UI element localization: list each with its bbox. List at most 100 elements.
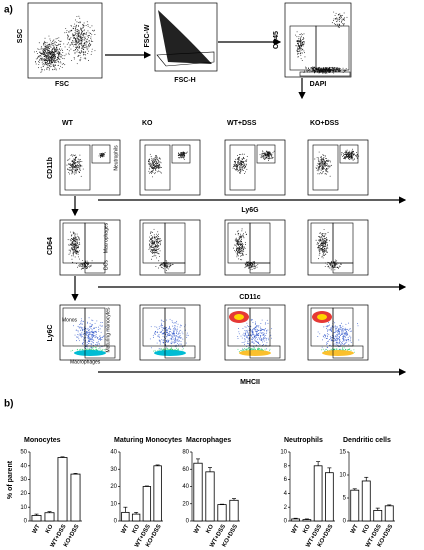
event-dot [55, 42, 57, 43]
event-dot [255, 267, 256, 269]
event-dot [76, 233, 78, 235]
event-dot [325, 237, 327, 239]
event-dot [79, 43, 81, 45]
event-dot [56, 46, 57, 48]
event-dot [238, 161, 240, 162]
event-dot [72, 35, 74, 37]
event-dot [243, 170, 244, 172]
event-dot [69, 44, 71, 46]
event-dot [338, 346, 340, 348]
event-dot [50, 52, 52, 54]
event-dot [81, 336, 82, 338]
event-dot [157, 252, 158, 254]
event-dot [299, 48, 301, 50]
event-dot [176, 332, 178, 334]
event-dot [326, 245, 328, 247]
event-dot [74, 34, 76, 36]
event-dot [326, 251, 328, 253]
event-dot [68, 31, 70, 33]
event-dot [43, 58, 45, 60]
event-dot [321, 250, 323, 251]
event-dot [52, 54, 54, 56]
event-dot [318, 68, 320, 70]
event-dot [79, 265, 80, 267]
event-dot [72, 246, 74, 248]
event-dot [90, 340, 92, 342]
event-dot [316, 164, 318, 166]
event-dot [45, 59, 47, 60]
event-dot [48, 44, 50, 46]
event-dot [77, 243, 79, 245]
event-dot [48, 49, 50, 51]
gate [299, 71, 351, 77]
event-dot [58, 56, 60, 58]
event-dot [73, 162, 75, 164]
event-dot [83, 39, 85, 41]
event-dot [41, 59, 43, 61]
event-dot [339, 342, 341, 344]
event-dot [72, 237, 74, 239]
event-dot [237, 155, 238, 157]
event-dot [74, 35, 75, 37]
event-dot [79, 33, 81, 35]
event-dot [325, 157, 327, 159]
event-dot [94, 29, 96, 31]
event-dot [71, 169, 73, 171]
event-dot [323, 250, 325, 252]
event-dot [74, 155, 75, 157]
event-dot [318, 246, 320, 248]
event-dot [342, 155, 344, 157]
event-dot [237, 251, 239, 252]
event-dot [166, 331, 168, 333]
event-dot [154, 334, 156, 335]
event-dot [51, 56, 53, 58]
event-dot [54, 61, 55, 63]
event-dot [156, 242, 158, 244]
event-dot [354, 154, 356, 156]
event-dot [257, 338, 258, 340]
event-dot [156, 246, 158, 248]
event-dot [90, 264, 92, 266]
event-dot [62, 57, 64, 59]
event-dot [180, 324, 182, 326]
event-dot [333, 68, 335, 70]
event-dot [328, 266, 330, 268]
event-dot [247, 329, 249, 331]
event-dot [92, 331, 94, 333]
event-dot [174, 326, 176, 328]
event-dot [299, 37, 301, 39]
event-dot [348, 322, 350, 324]
event-dot [238, 237, 240, 239]
event-dot [81, 323, 83, 325]
event-dot [335, 343, 337, 345]
event-dot [82, 36, 84, 38]
event-dot [339, 18, 341, 20]
event-dot [42, 48, 44, 50]
event-dot [101, 153, 103, 155]
event-dot [48, 62, 50, 64]
event-dot [256, 325, 258, 327]
event-dot [79, 60, 81, 62]
event-dot [152, 168, 154, 170]
event-dot [321, 173, 323, 175]
event-dot [240, 233, 242, 235]
event-dot [327, 336, 329, 338]
event-dot [53, 48, 55, 50]
event-dot [49, 59, 51, 61]
event-dot [68, 169, 70, 171]
event-dot [334, 263, 335, 265]
event-dot [337, 18, 339, 20]
event-dot [339, 339, 341, 341]
event-dot [80, 268, 82, 270]
event-dot [310, 70, 312, 72]
event-dot [161, 329, 163, 331]
event-dot [103, 152, 105, 154]
event-dot [349, 328, 351, 330]
event-dot [325, 70, 327, 72]
event-dot [171, 320, 173, 322]
event-dot [59, 53, 61, 54]
event-dot [79, 348, 81, 350]
event-dot [174, 340, 176, 342]
event-dot [88, 34, 90, 36]
event-dot [176, 320, 178, 322]
